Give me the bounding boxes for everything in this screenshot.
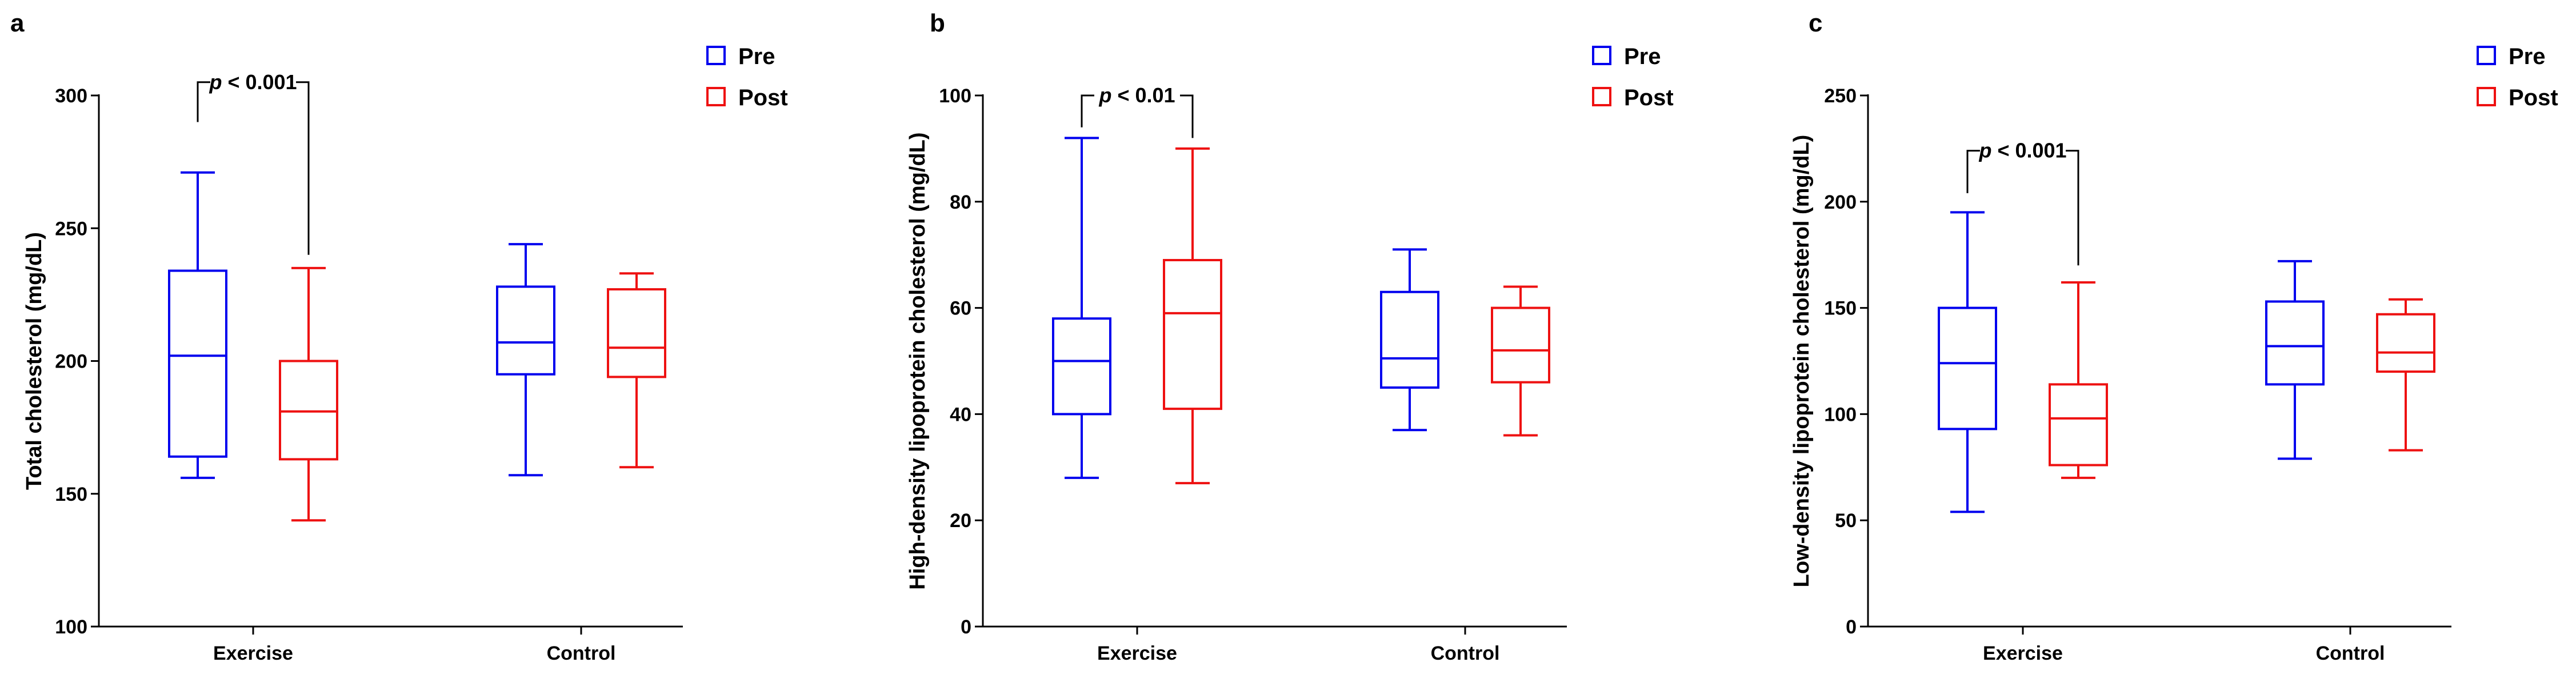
y-tick-label: 60 (950, 298, 971, 320)
significance-bracket-left (1081, 94, 1094, 127)
y-tick-label: 50 (1835, 510, 1857, 532)
significance-bracket-left (197, 81, 210, 122)
significance-value: < 0.001 (222, 70, 297, 94)
box-body (2376, 313, 2435, 373)
box-post-control (2376, 298, 2435, 452)
panel-letter: c (1809, 9, 1822, 37)
panel-a: a 100 150 200 250 300 Total cholesterol (mg/dL… (10, 9, 788, 664)
box-body (1938, 306, 1997, 430)
box-body (1491, 306, 1550, 384)
significance-bracket-left (1966, 150, 1980, 193)
significance-value: < 0.01 (1111, 83, 1175, 107)
significance-label: p < 0.001 (1978, 139, 2066, 162)
legend-swatch-post (2477, 87, 2496, 106)
y-tick-label: 100 (1824, 404, 1857, 425)
x-tick-label: Control (1431, 643, 1500, 664)
box-pre-exercise (1938, 211, 1997, 513)
box-post-exercise (2049, 281, 2108, 479)
y-tick-label: 20 (950, 510, 971, 532)
box-post-control (1491, 285, 1550, 437)
significance-value: < 0.001 (1991, 139, 2066, 162)
box-post-exercise (279, 266, 338, 522)
y-tick-label: 300 (55, 85, 87, 107)
box-pre-exercise (1052, 137, 1111, 479)
box-body (1052, 317, 1111, 416)
legend-label-pre: Pre (2509, 44, 2546, 69)
significance-bracket-right (2066, 150, 2079, 266)
panel-letter: a (10, 9, 25, 37)
legend-swatch-pre (1592, 46, 1611, 65)
panel-c: c 0 50 100 150 200 250 Low-density lipoprotein … (1790, 9, 2558, 664)
x-tick-label: Control (2316, 643, 2385, 664)
y-tick-label: 200 (1824, 192, 1857, 213)
y-tick-label: 250 (1824, 85, 1857, 107)
box-body (279, 360, 338, 461)
y-tick-label: 250 (55, 218, 87, 240)
legend-swatch-post (1592, 87, 1611, 106)
legend-swatch-pre (706, 46, 726, 65)
y-axis-title: Total cholesterol (mg/dL) (22, 232, 46, 490)
box-pre-control (1380, 248, 1439, 432)
x-tick-label: Exercise (1097, 643, 1177, 664)
y-axis-title: High-density lipoprotein cholesterol (mg… (906, 132, 930, 589)
box-body (496, 285, 555, 376)
x-tick-label: Exercise (213, 643, 293, 664)
y-tick-label: 150 (1824, 298, 1857, 320)
box-body (2265, 300, 2325, 386)
legend-label-pre: Pre (1624, 44, 1661, 69)
x-tick-label: Control (547, 643, 616, 664)
significance-bracket-right (296, 81, 310, 255)
significance-label: p < 0.001 (209, 70, 297, 94)
significance-p-symbol: p (1978, 139, 1991, 162)
panel-letter: b (930, 9, 945, 37)
y-tick-label: 0 (961, 616, 971, 638)
significance-bracket-right (1180, 94, 1194, 138)
y-axis-title: Low-density lipoprotein cholesterol (mg/… (1790, 135, 1814, 588)
panel-b: b 0 20 40 60 80 100 High-density lipoprotein ch… (906, 9, 1674, 664)
box-body (1163, 258, 1222, 410)
box-pre-control (2265, 260, 2325, 460)
legend-swatch-post (706, 87, 726, 106)
x-tick-label: Exercise (1983, 643, 2063, 664)
legend-label-post: Post (1624, 85, 1674, 110)
box-post-exercise (1163, 147, 1222, 485)
significance-p-symbol: p (1098, 83, 1111, 107)
significance-label: p < 0.01 (1098, 83, 1175, 107)
box-post-control (607, 272, 666, 469)
y-tick-label: 100 (939, 85, 971, 107)
box-body (607, 288, 666, 378)
y-tick-label: 0 (1846, 616, 1857, 638)
y-tick-label: 80 (950, 192, 971, 213)
significance-p-symbol: p (209, 70, 222, 94)
y-tick-label: 40 (950, 404, 971, 425)
y-tick-label: 200 (55, 351, 87, 373)
box-body (2049, 383, 2108, 466)
box-body (168, 269, 227, 458)
legend-label-post: Post (2509, 85, 2558, 110)
box-pre-exercise (168, 171, 227, 479)
box-pre-control (496, 243, 555, 477)
box-body (1380, 290, 1439, 389)
legend-label-post: Post (738, 85, 788, 110)
y-tick-label: 150 (55, 484, 87, 505)
legend-label-pre: Pre (738, 44, 775, 69)
y-tick-label: 100 (55, 616, 87, 638)
legend-swatch-pre (2477, 46, 2496, 65)
